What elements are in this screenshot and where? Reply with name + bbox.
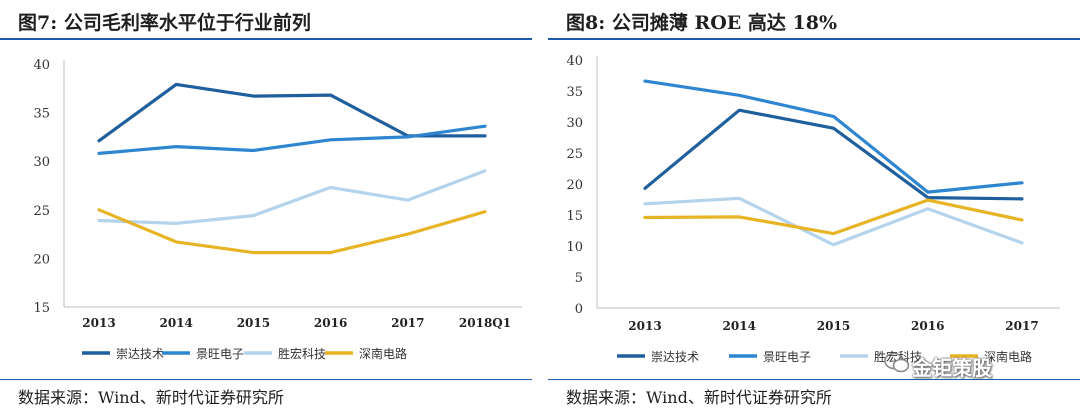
legend-label: 胜宏科技 <box>278 346 326 361</box>
figure-7-source: 数据来源：Wind、新时代证券研究所 <box>18 388 284 407</box>
title-rule <box>548 38 1080 40</box>
figure-7-title: 图7: 公司毛利率水平位于行业前列 <box>18 12 311 34</box>
roe-chart: 0 5 10 15 20 25 30 35 40 2013 2014 2015 2016 2017 崇达技术… <box>566 54 1060 364</box>
gross-margin-chart: 15 20 25 30 35 40 2013 2014 2015 2016 2017 2018Q1 崇达… <box>33 58 522 361</box>
series-line-2 <box>97 169 487 225</box>
series-line-3 <box>97 208 487 255</box>
legend-label: 深南电路 <box>359 346 407 361</box>
x-tick-label: 2014 <box>723 319 756 333</box>
legend-label: 景旺电子 <box>763 350 811 364</box>
source-rule <box>0 379 532 380</box>
series-line-3 <box>643 198 1024 236</box>
x-tick-label: 2015 <box>817 319 850 333</box>
y-tick-label: 20 <box>566 178 583 193</box>
series-line-1 <box>97 124 487 156</box>
y-tick-label: 10 <box>566 240 583 255</box>
x-tick-label: 2014 <box>159 316 192 330</box>
x-tick-label: 2013 <box>82 316 115 330</box>
legend-label: 深南电路 <box>984 349 1032 364</box>
series-line-2 <box>643 196 1024 247</box>
x-tick-label: 2016 <box>911 319 944 333</box>
y-tick-label: 5 <box>575 271 583 286</box>
y-tick-label: 40 <box>566 54 583 69</box>
x-tick-label: 2017 <box>391 316 424 330</box>
y-tick-label: 15 <box>566 209 583 224</box>
wechat-icon <box>884 352 910 373</box>
y-tick-label: 40 <box>33 58 50 73</box>
figure-8-source: 数据来源：Wind、新时代证券研究所 <box>566 388 832 407</box>
figure-8-title: 图8: 公司摊薄 ROE 高达 18% <box>566 12 838 34</box>
legend-label: 崇达技术 <box>116 347 164 361</box>
x-tick-label: 2016 <box>314 316 347 330</box>
y-tick-label: 30 <box>33 155 50 170</box>
x-tick-label: 2013 <box>628 319 661 333</box>
y-tick-label: 15 <box>33 301 50 316</box>
source-rule <box>548 379 1080 380</box>
y-tick-label: 25 <box>566 147 583 162</box>
y-tick-label: 35 <box>33 107 50 122</box>
x-tick-label: 2018Q1 <box>459 316 511 330</box>
figure-8-panel: 图8: 公司摊薄 ROE 高达 18% 0 5 10 15 20 25 30 35 40 2013… <box>548 0 1080 411</box>
y-tick-label: 35 <box>566 85 583 100</box>
y-tick-label: 20 <box>33 252 50 267</box>
series-line-0 <box>97 82 487 143</box>
series-line-1 <box>643 79 1024 194</box>
legend-label: 景旺电子 <box>196 347 244 361</box>
figure-7-panel: 图7: 公司毛利率水平位于行业前列 15 20 25 30 35 40 2013 2014 20… <box>0 0 532 411</box>
series-line-0 <box>643 108 1024 201</box>
legend-label: 崇达技术 <box>651 350 699 364</box>
title-rule <box>0 38 532 40</box>
y-tick-label: 25 <box>33 204 50 219</box>
y-tick-label: 0 <box>575 302 583 317</box>
legend-label: 胜宏科技 <box>874 349 922 364</box>
y-tick-label: 30 <box>566 116 583 131</box>
watermark-text: 金钜策股 <box>912 356 992 380</box>
x-tick-label: 2017 <box>1005 319 1038 333</box>
x-tick-label: 2015 <box>237 316 270 330</box>
